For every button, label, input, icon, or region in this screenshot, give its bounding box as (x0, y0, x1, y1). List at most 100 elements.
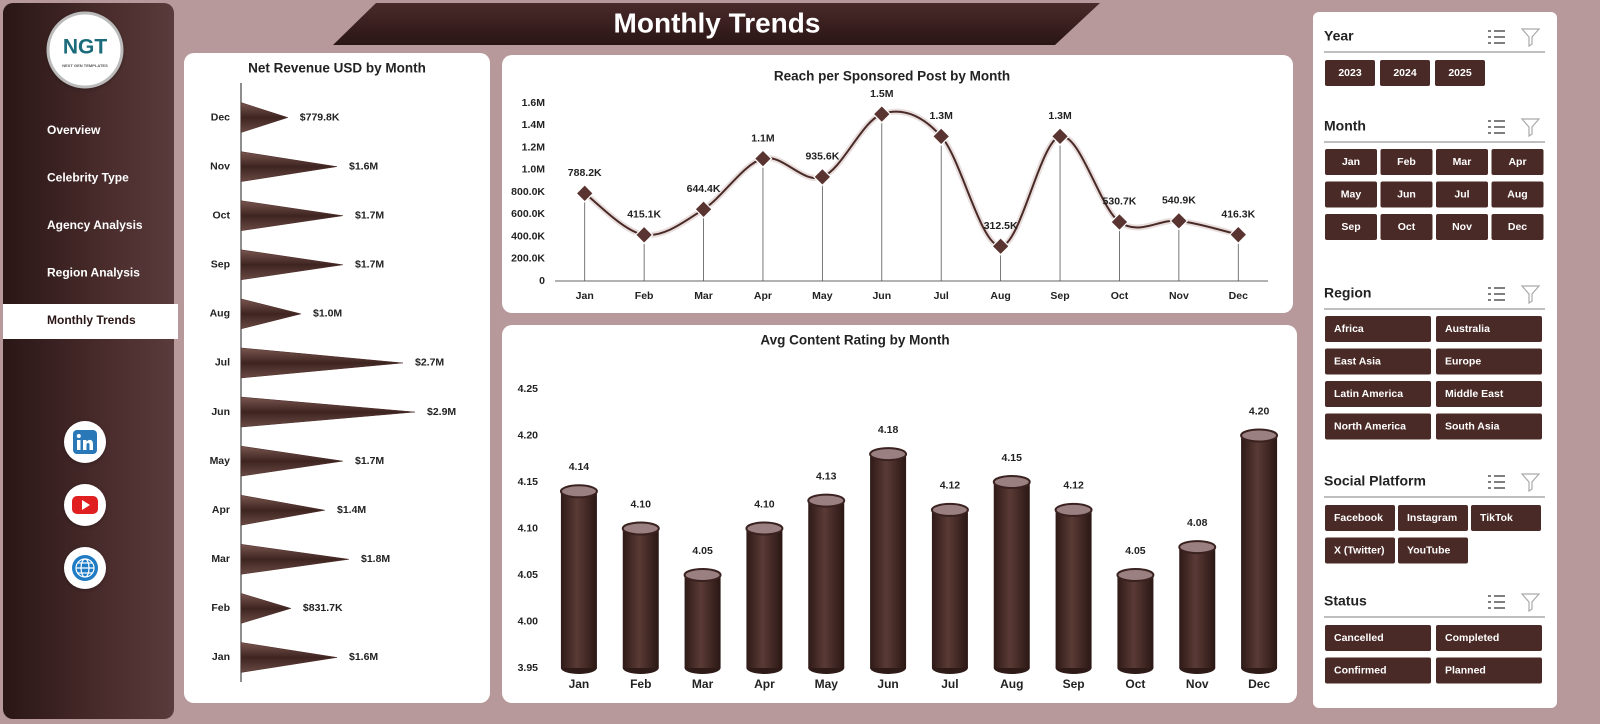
clear-filter-icon[interactable] (1520, 473, 1541, 493)
select-all-icon[interactable] (1488, 30, 1505, 44)
slicer-item: Jul (1454, 188, 1469, 200)
slicer-item: Confirmed (1334, 664, 1387, 676)
slicer-button[interactable] (1325, 505, 1395, 531)
data-label: 4.08 (1187, 517, 1208, 529)
slicer-title: Social Platform (1324, 473, 1426, 489)
slicer-button[interactable] (1380, 60, 1430, 86)
bar (240, 200, 344, 231)
y-tick-label: 1.0M (522, 164, 546, 176)
slicer-button[interactable] (1380, 214, 1433, 240)
slicer-button[interactable] (1491, 181, 1544, 208)
data-label: 4.20 (1249, 405, 1270, 417)
select-all-icon[interactable] (1488, 595, 1505, 609)
nav-active[interactable] (3, 304, 178, 339)
y-tick-label: 4.10 (518, 522, 539, 534)
y-tick-label: Nov (210, 160, 230, 172)
x-tick-label: Nov (1169, 290, 1189, 302)
slicer-button[interactable] (1398, 505, 1468, 531)
nav-item[interactable]: Celebrity Type (47, 171, 129, 185)
data-label: $1.4M (337, 504, 366, 516)
bar (240, 494, 326, 526)
data-label: 4.18 (878, 424, 899, 436)
data-label: 530.7K (1103, 196, 1137, 208)
point (1169, 211, 1189, 231)
x-tick-label: Sep (1063, 677, 1085, 691)
y-tick-label: Jul (215, 357, 230, 369)
slicer-button[interactable] (1436, 381, 1542, 407)
slicer-button[interactable] (1380, 181, 1433, 208)
nav-item[interactable]: Monthly Trends (47, 313, 136, 327)
slicer-button[interactable] (1325, 381, 1431, 407)
x-tick-label: Mar (692, 677, 714, 691)
slicer-button[interactable] (1325, 149, 1377, 175)
slicer-button[interactable] (1325, 214, 1377, 240)
slicer-button[interactable] (1436, 214, 1488, 240)
point (872, 104, 892, 124)
x-tick-label: May (815, 677, 839, 691)
slicer-item: South Asia (1445, 420, 1500, 432)
data-label: $2.7M (415, 357, 444, 369)
select-all-icon[interactable] (1488, 287, 1505, 301)
bar (1179, 547, 1216, 668)
bar (560, 491, 597, 668)
bar (870, 454, 907, 668)
slicer-button[interactable] (1491, 149, 1544, 175)
bar-top (1054, 502, 1093, 517)
slicer-button[interactable] (1491, 214, 1544, 240)
point (1228, 225, 1248, 245)
slicer-item: Planned (1445, 664, 1486, 676)
slicer-button[interactable] (1325, 625, 1431, 651)
select-all-icon[interactable] (1488, 120, 1505, 134)
clear-filter-icon[interactable] (1520, 28, 1541, 48)
slicer-button[interactable] (1325, 657, 1431, 684)
bar-top (745, 521, 784, 536)
y-tick-label: Jun (211, 406, 230, 418)
y-tick-label: 1.6M (522, 97, 546, 109)
chart-title: Reach per Sponsored Post by Month (774, 69, 1010, 84)
nav-item[interactable]: Agency Analysis (47, 218, 143, 232)
data-label: 4.10 (754, 498, 775, 510)
point (694, 199, 713, 219)
point (1050, 127, 1070, 146)
x-tick-label: Dec (1229, 290, 1248, 302)
slicer-button[interactable] (1471, 505, 1541, 531)
y-tick-label: Dec (211, 111, 230, 123)
slicer-button[interactable] (1436, 149, 1488, 175)
clear-filter-icon[interactable] (1520, 118, 1541, 138)
header-banner (333, 3, 1100, 45)
slicer-button[interactable] (1325, 413, 1431, 440)
slicer-button[interactable] (1436, 657, 1542, 684)
slicer-button[interactable] (1436, 316, 1542, 342)
slicer-button[interactable] (1325, 348, 1431, 375)
slicer-button[interactable] (1325, 537, 1395, 564)
clear-filter-icon[interactable] (1520, 593, 1541, 613)
slicer-item: 2024 (1393, 67, 1417, 79)
data-label: 416.3K (1221, 208, 1255, 220)
clear-filter-icon[interactable] (1520, 285, 1541, 305)
data-label: 1.5M (870, 88, 894, 100)
slicer-button[interactable] (1436, 625, 1542, 651)
y-tick-label: Aug (210, 308, 230, 320)
data-label: 4.12 (940, 480, 961, 492)
slicer-button[interactable] (1436, 348, 1542, 375)
slicer-item: Feb (1397, 156, 1416, 168)
slicer-button[interactable] (1435, 60, 1485, 86)
slicer-button[interactable] (1325, 60, 1375, 86)
slicer-button[interactable] (1436, 413, 1542, 440)
data-label: 4.13 (816, 470, 837, 482)
data-label: $1.7M (355, 455, 384, 467)
slicer-button[interactable] (1380, 149, 1433, 175)
logo-text: NGT (63, 36, 108, 59)
youtube-glyph (82, 500, 90, 510)
bar (240, 642, 338, 673)
slicer-button[interactable] (1436, 181, 1488, 208)
nav-item[interactable]: Overview (47, 123, 101, 137)
logo[interactable] (46, 11, 124, 89)
bar (1241, 435, 1278, 668)
slicer-button[interactable] (1325, 181, 1377, 208)
y-tick-label: Sep (211, 259, 230, 271)
slicer-button[interactable] (1398, 537, 1468, 564)
slicer-button[interactable] (1325, 316, 1431, 342)
nav-item[interactable]: Region Analysis (47, 266, 140, 280)
select-all-icon[interactable] (1488, 475, 1505, 489)
